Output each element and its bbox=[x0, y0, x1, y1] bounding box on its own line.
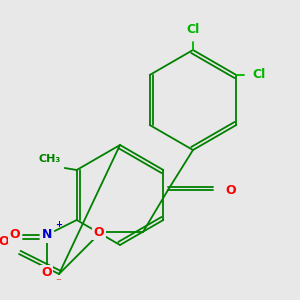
Text: O: O bbox=[225, 184, 236, 196]
Text: ⁻: ⁻ bbox=[56, 277, 61, 287]
Text: O: O bbox=[41, 266, 52, 280]
Text: Cl: Cl bbox=[252, 68, 266, 82]
Text: CH₃: CH₃ bbox=[38, 154, 61, 164]
Text: Cl: Cl bbox=[186, 23, 200, 36]
Text: O: O bbox=[9, 229, 20, 242]
Text: O: O bbox=[0, 235, 9, 248]
Text: N: N bbox=[41, 229, 52, 242]
Text: +: + bbox=[55, 220, 62, 229]
Text: O: O bbox=[94, 226, 104, 238]
